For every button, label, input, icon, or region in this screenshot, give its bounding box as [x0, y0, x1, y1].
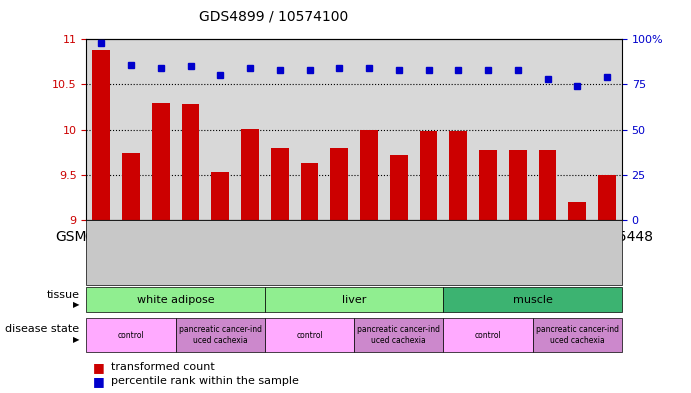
Text: ■: ■ — [93, 361, 105, 374]
Bar — [182, 105, 200, 220]
Text: tissue: tissue — [46, 290, 79, 300]
Bar — [122, 153, 140, 220]
Text: percentile rank within the sample: percentile rank within the sample — [111, 376, 299, 386]
Text: control: control — [475, 331, 502, 340]
Text: ▶: ▶ — [73, 335, 79, 344]
Bar — [271, 148, 289, 220]
Bar — [598, 175, 616, 220]
Text: pancreatic cancer-ind
uced cachexia: pancreatic cancer-ind uced cachexia — [357, 325, 440, 345]
Bar — [330, 148, 348, 220]
Bar — [449, 130, 467, 220]
Bar — [390, 155, 408, 220]
Bar — [152, 103, 170, 220]
Bar — [211, 172, 229, 220]
Bar — [301, 163, 319, 220]
Text: pancreatic cancer-ind
uced cachexia: pancreatic cancer-ind uced cachexia — [536, 325, 618, 345]
Bar — [360, 130, 378, 220]
Bar — [93, 50, 110, 220]
Bar — [419, 130, 437, 220]
Text: white adipose: white adipose — [137, 295, 214, 305]
Text: GDS4899 / 10574100: GDS4899 / 10574100 — [199, 9, 348, 24]
Text: transformed count: transformed count — [111, 362, 214, 373]
Text: muscle: muscle — [513, 295, 553, 305]
Bar — [568, 202, 586, 220]
Text: ■: ■ — [93, 375, 105, 388]
Bar — [479, 150, 497, 220]
Text: ▶: ▶ — [73, 300, 79, 309]
Text: liver: liver — [342, 295, 366, 305]
Bar — [509, 150, 527, 220]
Text: disease state: disease state — [6, 324, 79, 334]
Bar — [538, 150, 556, 220]
Text: pancreatic cancer-ind
uced cachexia: pancreatic cancer-ind uced cachexia — [179, 325, 262, 345]
Text: control: control — [296, 331, 323, 340]
Bar — [241, 129, 259, 220]
Text: control: control — [117, 331, 144, 340]
